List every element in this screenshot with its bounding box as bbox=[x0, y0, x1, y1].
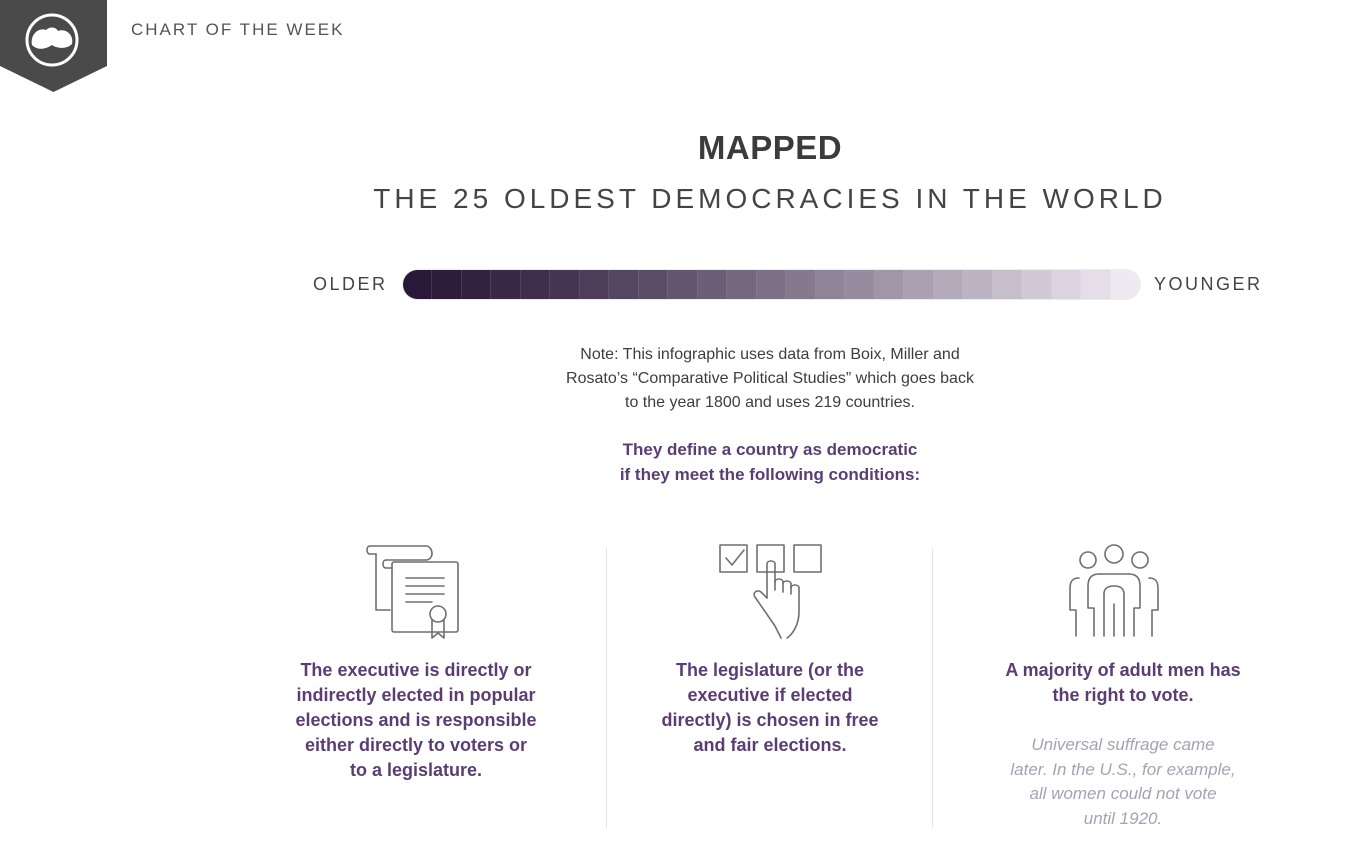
scale-segment bbox=[992, 270, 1023, 299]
document-certificate-icon bbox=[362, 542, 466, 649]
scale-segment bbox=[461, 270, 492, 299]
footnote-line: Universal suffrage came bbox=[1031, 735, 1215, 754]
condition-line: either directly to voters or bbox=[304, 735, 528, 755]
scale-segment bbox=[638, 270, 669, 299]
chart-of-the-week-label: CHART OF THE WEEK bbox=[131, 20, 345, 39]
condition-line: executive if elected bbox=[687, 685, 853, 705]
scale-segment bbox=[697, 270, 728, 299]
scale-segment bbox=[432, 270, 462, 299]
legend-younger-label: YOUNGER bbox=[1154, 274, 1263, 294]
scale-segment bbox=[727, 270, 757, 299]
scale-segment bbox=[520, 270, 551, 299]
scale-segment bbox=[845, 270, 875, 299]
note-line: Note: This infographic uses data from Bo… bbox=[580, 346, 960, 363]
logo-badge bbox=[0, 0, 107, 92]
scale-segment bbox=[904, 270, 934, 299]
page-subtitle: THE 25 OLDEST DEMOCRACIES IN THE WORLD bbox=[373, 183, 1167, 214]
data-source-note: Note: This infographic uses data from Bo… bbox=[500, 343, 1040, 415]
legend-older-label: OLDER bbox=[313, 274, 388, 294]
note-line: Rosato’s “Comparative Political Studies”… bbox=[566, 370, 974, 387]
scale-segment bbox=[786, 270, 816, 299]
scale-segment bbox=[491, 270, 521, 299]
footnote-line: later. In the U.S., for example, bbox=[1010, 759, 1236, 779]
definition-line: if they meet the following conditions: bbox=[619, 465, 921, 484]
scale-segment bbox=[403, 270, 433, 299]
condition-line: elections and is responsible bbox=[295, 710, 537, 730]
scale-segment bbox=[963, 270, 993, 299]
people-group-icon bbox=[1066, 542, 1162, 645]
scale-segment bbox=[1110, 270, 1140, 299]
scale-segment bbox=[874, 270, 905, 299]
scale-segment bbox=[1051, 270, 1082, 299]
scale-segment bbox=[609, 270, 639, 299]
condition-line: and fair elections. bbox=[693, 735, 847, 755]
scale-segment bbox=[1081, 270, 1111, 299]
condition-suffrage-text: A majority of adult men has the right to… bbox=[968, 658, 1278, 708]
ballot-checkbox-icon bbox=[717, 542, 827, 647]
definition-line: They define a country as democratic bbox=[622, 440, 918, 459]
scale-segment bbox=[668, 270, 698, 299]
condition-line: The legislature (or the bbox=[675, 660, 865, 680]
footnote-line: all women could not vote bbox=[1029, 784, 1217, 803]
scale-segment bbox=[756, 270, 787, 299]
note-line: to the year 1800 and uses 219 countries. bbox=[625, 394, 915, 411]
column-divider bbox=[606, 548, 607, 828]
suffrage-footnote: Universal suffrage came later. In the U.… bbox=[968, 733, 1278, 831]
scale-segment bbox=[579, 270, 610, 299]
condition-executive-text: The executive is directly or indirectly … bbox=[266, 658, 566, 783]
condition-line: to a legislature. bbox=[349, 760, 483, 780]
definition-heading: They define a country as democratic if t… bbox=[500, 437, 1040, 487]
scale-segment bbox=[933, 270, 964, 299]
condition-line: A majority of adult men has bbox=[1005, 660, 1241, 680]
condition-line: indirectly elected in popular bbox=[296, 685, 536, 705]
footnote-line: until 1920. bbox=[1083, 808, 1163, 828]
page-title: MAPPED bbox=[697, 129, 843, 166]
age-color-scale bbox=[403, 270, 1140, 299]
scale-segment bbox=[550, 270, 580, 299]
condition-legislature-text: The legislature (or the executive if ele… bbox=[620, 658, 920, 758]
condition-line: The executive is directly or bbox=[300, 660, 532, 680]
scale-segment bbox=[815, 270, 846, 299]
scale-segment bbox=[1022, 270, 1052, 299]
condition-line: directly) is chosen in free bbox=[661, 710, 879, 730]
column-divider bbox=[932, 548, 933, 828]
condition-line: the right to vote. bbox=[1052, 685, 1194, 705]
